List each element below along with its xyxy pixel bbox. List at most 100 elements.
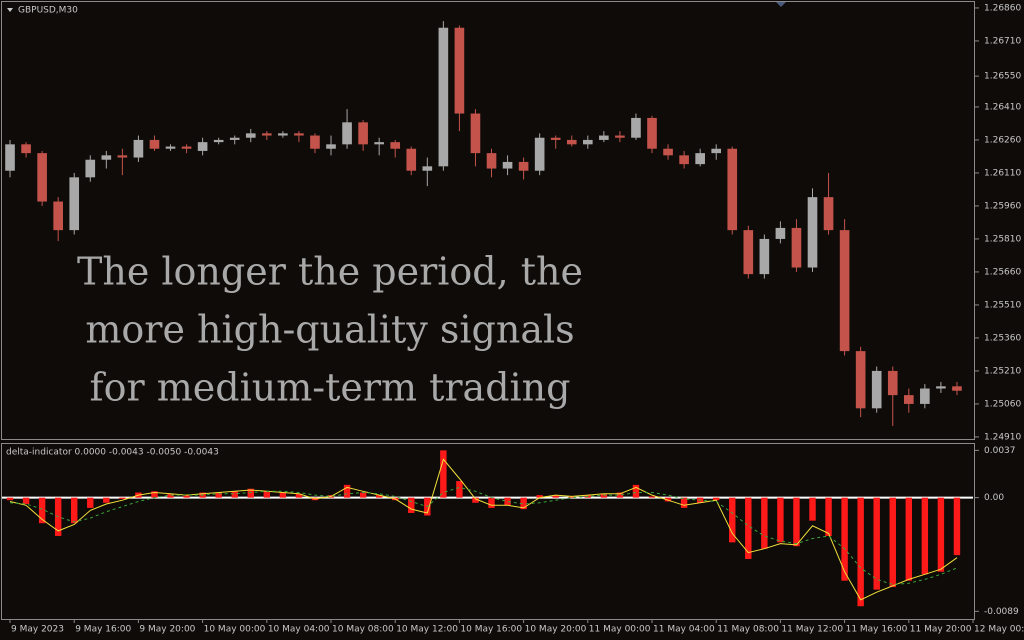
histogram-bar: [440, 450, 447, 498]
candle-body: [775, 227, 786, 239]
x-tick-label: 10 May 08:00: [332, 625, 394, 635]
histogram-bar: [488, 497, 495, 508]
indicator-title: delta-indicator 0.0000 -0.0043 -0.0050 -…: [6, 448, 219, 458]
candle-body: [229, 137, 240, 140]
chart-title: GBPUSD,M30: [18, 6, 78, 16]
candle-body: [903, 395, 914, 404]
histogram-bar: [247, 488, 254, 498]
x-tick-label: 12 May 00:00: [974, 625, 1024, 635]
y-tick-label: 1.25960: [984, 201, 1021, 211]
x-tick-label: 9 May 2023: [11, 625, 64, 635]
candle-body: [599, 135, 609, 140]
x-tick-label: 9 May 16:00: [75, 625, 131, 635]
candle-body: [566, 139, 577, 145]
histogram-bar: [472, 497, 479, 503]
histogram-bar: [183, 495, 190, 498]
y-tick-label: 1.25060: [984, 399, 1021, 409]
candle-body: [37, 153, 47, 202]
menu-arrow[interactable]: [7, 8, 13, 12]
candle-body: [342, 122, 352, 145]
candle-body: [502, 161, 513, 169]
candle-body: [278, 133, 288, 136]
histogram-bar: [873, 497, 880, 590]
histogram-bar: [231, 491, 238, 498]
annotation: The longer the period, the: [77, 250, 583, 294]
candle-body: [486, 153, 497, 169]
histogram-bar: [664, 497, 672, 502]
y-tick-label: 1.26710: [984, 36, 1021, 46]
candle-body: [615, 135, 625, 138]
candle-body: [101, 155, 112, 160]
candle-body: [310, 135, 320, 149]
x-tick-label: 11 May 00:00: [589, 625, 651, 635]
candle-body: [743, 230, 754, 275]
histogram-bar: [889, 497, 896, 588]
candle-body: [839, 230, 850, 352]
histogram-bar: [167, 493, 174, 498]
histogram-bar: [38, 497, 46, 524]
y-tick-label: -0.0089: [984, 607, 1019, 617]
candle-body: [21, 144, 31, 154]
histogram-bar: [504, 497, 511, 506]
candle-body: [197, 142, 208, 151]
x-tick-label: 11 May 20:00: [910, 625, 972, 635]
x-tick-label: 10 May 12:00: [396, 625, 458, 635]
candle-body: [534, 137, 545, 171]
histogram-bar: [215, 492, 222, 498]
histogram-bar: [22, 497, 30, 505]
histogram-bar: [777, 497, 784, 543]
y-tick-label: 1.26260: [984, 135, 1021, 145]
histogram-bar: [729, 497, 736, 543]
histogram-bar: [841, 497, 848, 581]
candle-body: [390, 142, 401, 149]
x-tick-label: 9 May 20:00: [139, 625, 195, 635]
y-tick-label: 1.26110: [984, 168, 1021, 178]
y-tick-label: 1.24910: [984, 432, 1021, 442]
annotation: for medium-term trading: [90, 366, 571, 410]
histogram-bar: [119, 497, 126, 499]
x-tick-label: 10 May 16:00: [460, 625, 522, 635]
candle-body: [406, 148, 417, 171]
candle-body: [213, 139, 224, 143]
shift-marker: [776, 2, 786, 7]
candle-body: [727, 148, 738, 231]
candle-body: [438, 27, 449, 167]
candle-body: [679, 155, 689, 165]
histogram-bar: [6, 497, 14, 501]
histogram-bar: [953, 497, 961, 556]
candle-body: [165, 146, 176, 149]
candle-body: [133, 139, 144, 158]
candle-body: [245, 133, 256, 138]
histogram-bar: [809, 497, 816, 521]
candle-body: [711, 148, 722, 154]
x-tick-label: 11 May 12:00: [781, 625, 843, 635]
x-tick-label: 10 May 00:00: [204, 625, 266, 635]
candle-body: [871, 370, 882, 409]
y-tick-label: 1.26550: [984, 72, 1021, 82]
histogram-bar: [343, 484, 351, 498]
histogram-bar: [600, 493, 608, 498]
histogram-bar: [632, 484, 640, 498]
x-tick-label: 10 May 20:00: [525, 625, 587, 635]
candle-body: [759, 238, 770, 275]
candle-body: [85, 159, 96, 178]
y-tick-label: 0.00: [984, 493, 1004, 503]
candle-body: [791, 227, 802, 268]
y-tick-label: 0.0037: [984, 446, 1016, 456]
candle-body: [582, 139, 593, 145]
candle-body: [454, 27, 465, 114]
candle-body: [952, 386, 962, 391]
candle-body: [117, 155, 128, 158]
histogram-bar: [103, 497, 110, 503]
candle-body: [422, 166, 433, 171]
histogram-bar: [568, 496, 575, 498]
histogram-bar: [71, 497, 78, 524]
candle-body: [920, 388, 930, 404]
histogram-bar: [937, 497, 945, 572]
y-tick-label: 1.25660: [984, 267, 1021, 277]
candle-body: [807, 197, 818, 268]
candle-body: [936, 386, 946, 389]
x-tick-label: 10 May 04:00: [268, 625, 330, 635]
histogram-bar: [825, 497, 832, 536]
